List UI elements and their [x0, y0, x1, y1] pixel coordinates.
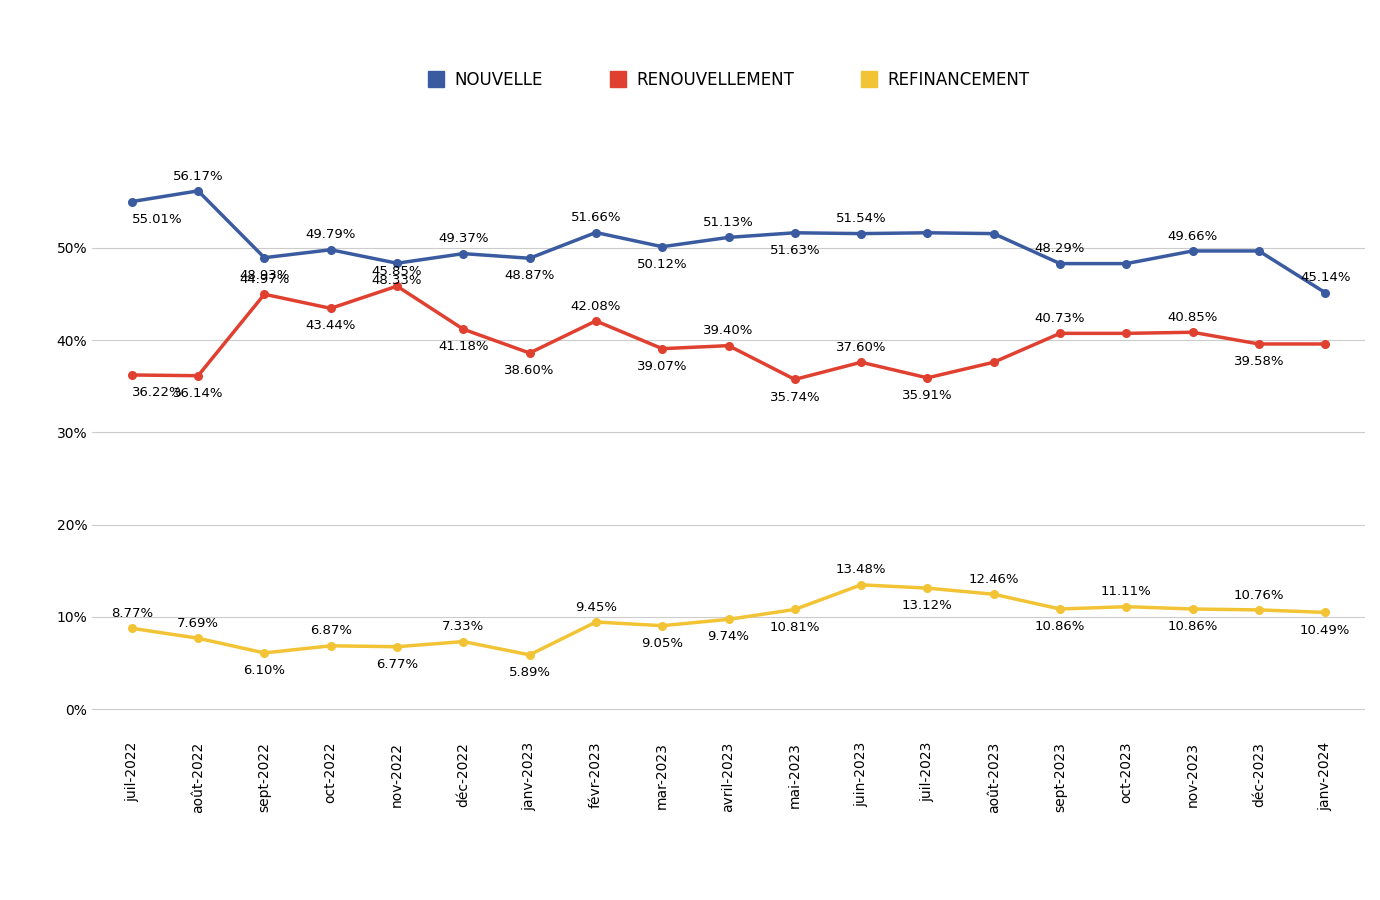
Text: 13.12%: 13.12%: [903, 599, 952, 612]
Text: 42.08%: 42.08%: [571, 300, 621, 312]
Text: 40.73%: 40.73%: [1035, 312, 1085, 325]
Text: 36.22%: 36.22%: [132, 386, 182, 399]
Text: 37.60%: 37.60%: [836, 341, 886, 354]
Text: 44.97%: 44.97%: [239, 273, 290, 286]
Text: 6.87%: 6.87%: [309, 625, 352, 637]
Text: 9.45%: 9.45%: [575, 600, 617, 614]
Text: 45.14%: 45.14%: [1300, 271, 1351, 284]
Text: 41.18%: 41.18%: [437, 340, 489, 354]
Text: 7.69%: 7.69%: [177, 616, 219, 630]
Text: 43.44%: 43.44%: [305, 320, 356, 332]
Text: 51.13%: 51.13%: [704, 216, 753, 230]
Legend: NOUVELLE, RENOUVELLEMENT, REFINANCEMENT: NOUVELLE, RENOUVELLEMENT, REFINANCEMENT: [421, 64, 1036, 95]
Text: 48.93%: 48.93%: [239, 269, 290, 282]
Text: 5.89%: 5.89%: [509, 666, 551, 679]
Text: 51.66%: 51.66%: [571, 212, 621, 224]
Text: 49.66%: 49.66%: [1167, 230, 1217, 243]
Text: 6.77%: 6.77%: [375, 658, 418, 670]
Text: 48.29%: 48.29%: [1035, 242, 1085, 256]
Text: 9.74%: 9.74%: [708, 630, 749, 644]
Text: 48.33%: 48.33%: [371, 274, 422, 287]
Text: 10.86%: 10.86%: [1035, 620, 1085, 633]
Text: 51.63%: 51.63%: [770, 244, 820, 256]
Text: 39.07%: 39.07%: [638, 360, 687, 373]
Text: 55.01%: 55.01%: [132, 212, 182, 226]
Text: 35.91%: 35.91%: [903, 389, 952, 402]
Text: 12.46%: 12.46%: [969, 573, 1018, 586]
Text: 36.14%: 36.14%: [172, 387, 224, 400]
Text: 40.85%: 40.85%: [1167, 310, 1217, 324]
Text: 48.87%: 48.87%: [505, 269, 555, 283]
Text: 45.85%: 45.85%: [371, 265, 422, 278]
Text: 50.12%: 50.12%: [638, 257, 687, 271]
Text: 13.48%: 13.48%: [836, 563, 886, 577]
Text: 8.77%: 8.77%: [110, 607, 153, 620]
Text: 49.37%: 49.37%: [437, 232, 489, 246]
Text: 56.17%: 56.17%: [172, 169, 224, 183]
Text: 10.81%: 10.81%: [770, 621, 820, 634]
Text: 10.76%: 10.76%: [1234, 589, 1285, 601]
Text: 7.33%: 7.33%: [442, 620, 484, 634]
Text: 9.05%: 9.05%: [642, 637, 683, 650]
Text: 10.86%: 10.86%: [1167, 620, 1217, 633]
Text: 10.49%: 10.49%: [1300, 624, 1351, 636]
Text: 51.54%: 51.54%: [836, 212, 886, 225]
Text: 38.60%: 38.60%: [505, 364, 555, 377]
Text: 39.40%: 39.40%: [704, 324, 753, 338]
Text: 35.74%: 35.74%: [770, 391, 820, 403]
Text: 39.58%: 39.58%: [1234, 356, 1285, 368]
Text: 49.79%: 49.79%: [305, 229, 356, 241]
Text: 6.10%: 6.10%: [243, 664, 286, 677]
Text: 11.11%: 11.11%: [1101, 585, 1152, 598]
